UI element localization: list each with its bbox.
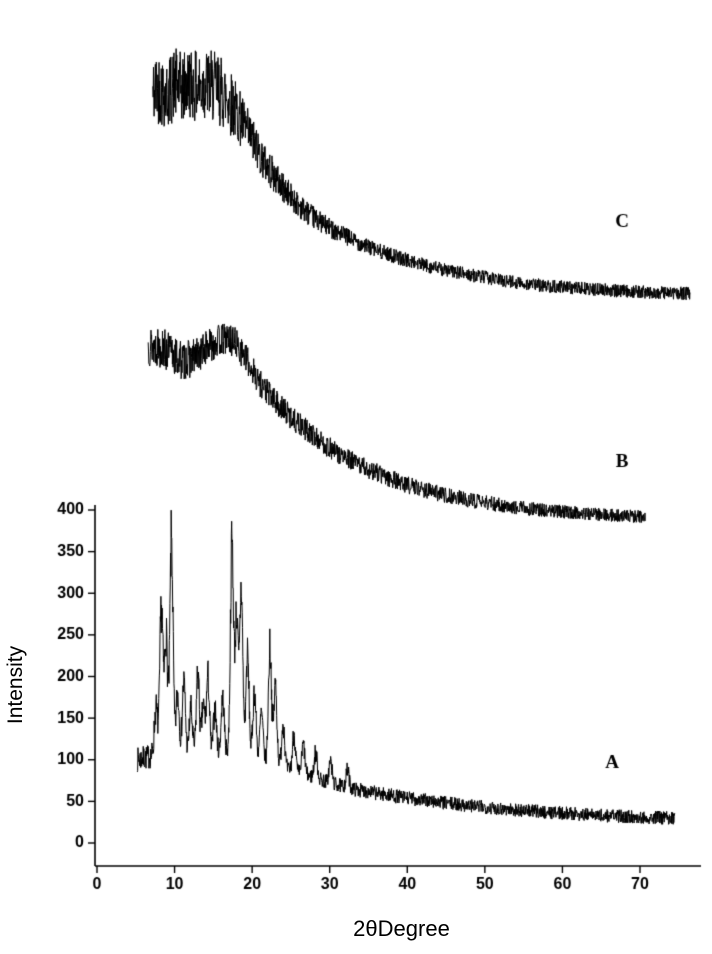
x-axis-title: 2θDegree bbox=[353, 916, 450, 941]
y-axis-title: Intensity bbox=[4, 645, 27, 725]
